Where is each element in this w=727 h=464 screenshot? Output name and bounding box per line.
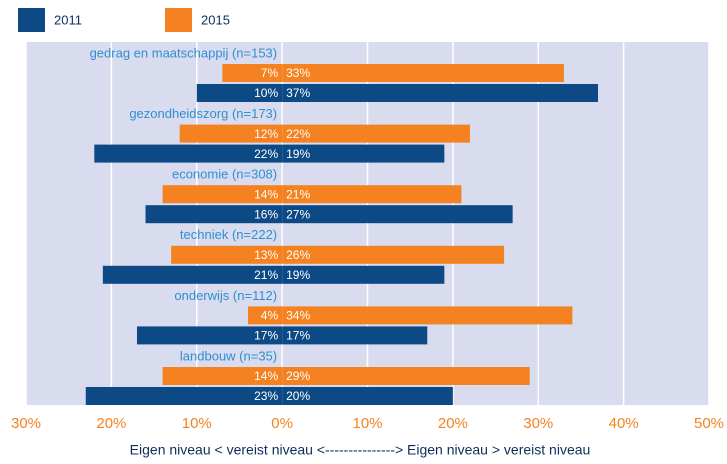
x-tick-label: 30% xyxy=(523,415,553,432)
value-label: 17% xyxy=(286,329,310,343)
category-label: onderwijs (n=112) xyxy=(174,288,277,303)
value-label: 21% xyxy=(254,268,278,282)
bar xyxy=(282,124,470,143)
x-tick-label: 0% xyxy=(271,415,293,432)
legend-label: 2011 xyxy=(54,12,82,27)
x-tick-label: 40% xyxy=(609,415,639,432)
value-label: 21% xyxy=(286,187,310,201)
x-tick-label: 20% xyxy=(438,415,468,432)
x-tick-label: 10% xyxy=(182,415,212,432)
value-label: 22% xyxy=(286,127,310,141)
value-label: 26% xyxy=(286,248,310,262)
bar xyxy=(145,205,283,224)
value-label: 19% xyxy=(286,268,310,282)
bar xyxy=(282,185,462,204)
x-tick-label: 20% xyxy=(96,415,126,432)
x-tick-label: 30% xyxy=(11,415,41,432)
value-label: 33% xyxy=(286,66,310,80)
bar xyxy=(282,245,505,264)
value-label: 16% xyxy=(254,207,278,221)
bar xyxy=(282,265,445,284)
bar xyxy=(282,144,445,163)
value-label: 14% xyxy=(254,187,278,201)
value-label: 12% xyxy=(254,127,278,141)
bar xyxy=(247,306,283,325)
category-label: techniek (n=222) xyxy=(180,227,277,242)
value-label: 13% xyxy=(254,248,278,262)
bar xyxy=(196,84,283,102)
value-label: 34% xyxy=(286,309,310,323)
x-axis-label: Eigen niveau < vereist niveau <---------… xyxy=(130,442,591,458)
legend-swatch xyxy=(165,8,192,32)
bar xyxy=(282,387,453,405)
value-label: 14% xyxy=(254,369,278,383)
value-label: 37% xyxy=(286,86,310,100)
bar xyxy=(136,326,283,345)
bar xyxy=(282,367,530,385)
value-label: 22% xyxy=(254,147,278,161)
category-label: landbouw (n=35) xyxy=(180,348,277,363)
bar xyxy=(179,124,283,143)
bar xyxy=(94,144,283,163)
value-label: 23% xyxy=(254,389,278,403)
bar xyxy=(162,185,283,204)
value-label: 29% xyxy=(286,369,310,383)
category-label: gezondheidszorg (n=173) xyxy=(129,106,277,121)
bar xyxy=(282,326,428,345)
value-label: 19% xyxy=(286,147,310,161)
value-label: 10% xyxy=(254,86,278,100)
value-label: 7% xyxy=(261,66,279,80)
category-label: gedrag en maatschappij (n=153) xyxy=(90,45,278,60)
value-label: 17% xyxy=(254,329,278,343)
bar xyxy=(282,64,564,82)
x-tick-label: 50% xyxy=(694,415,724,432)
value-label: 4% xyxy=(261,309,279,323)
bar xyxy=(282,84,599,102)
value-label: 20% xyxy=(286,389,310,403)
legend-label: 2015 xyxy=(201,12,230,27)
category-label: economie (n=308) xyxy=(172,167,277,182)
bar xyxy=(102,265,283,284)
bar xyxy=(171,245,283,264)
value-label: 27% xyxy=(286,207,310,221)
legend-swatch xyxy=(18,8,45,32)
x-tick-label: 10% xyxy=(352,415,382,432)
bar xyxy=(222,64,283,82)
bar xyxy=(282,205,513,224)
bar xyxy=(162,367,283,385)
bar xyxy=(282,306,573,325)
bar xyxy=(85,387,283,405)
